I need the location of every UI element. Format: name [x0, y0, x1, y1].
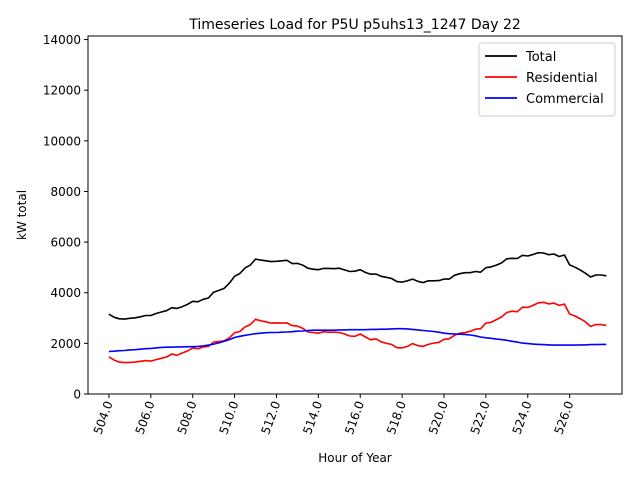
y-axis-label: kW total: [15, 190, 29, 240]
y-tick-label: 8000: [50, 185, 81, 199]
y-tick-label: 4000: [50, 286, 81, 300]
y-tick-label: 12000: [43, 84, 81, 98]
y-tick-label: 10000: [43, 134, 81, 148]
legend: Total Residential Commercial: [478, 42, 616, 117]
chart-title: Timeseries Load for P5U p5uhs13_1247 Day…: [188, 17, 521, 33]
x-axis-label: Hour of Year: [318, 451, 392, 465]
legend-label-commercial: Commercial: [526, 92, 604, 107]
y-tick-label: 14000: [43, 33, 81, 47]
y-tick-label: 2000: [50, 337, 81, 351]
legend-label-residential: Residential: [526, 71, 598, 86]
series-line-total: [108, 251, 607, 320]
plot-frame: [87, 35, 623, 395]
y-tick-label: 6000: [50, 236, 81, 250]
plot-series: [108, 251, 607, 364]
y-axis-ticks: 0 2000 4000 6000 8000 10000 12000 14000: [43, 33, 88, 402]
series-line-commercial: [108, 327, 607, 353]
y-tick-label: 0: [73, 388, 81, 402]
legend-label-total: Total: [525, 50, 556, 65]
series-line-residential: [108, 301, 607, 364]
